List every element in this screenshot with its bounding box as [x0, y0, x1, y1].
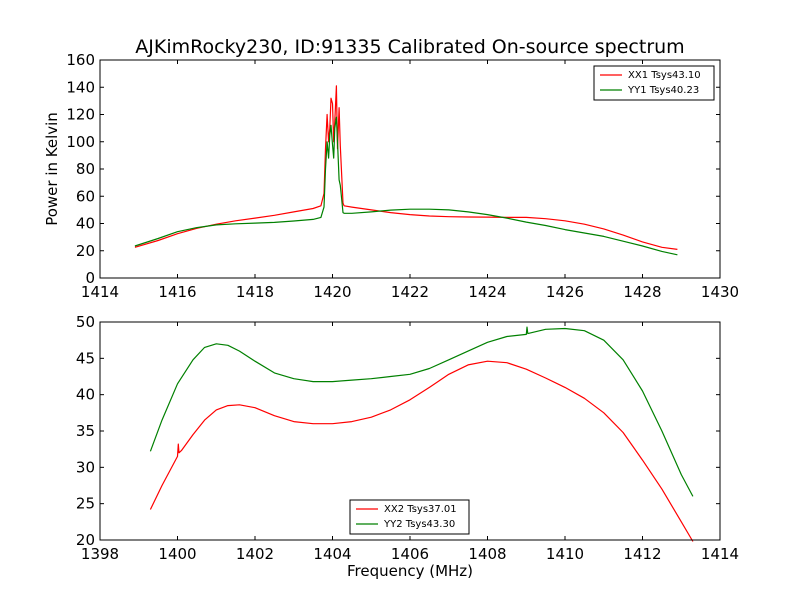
top-y-axis-label: Power in Kelvin — [43, 112, 61, 226]
top-chart: 1414 1416 1418 1420 1422 1424 1426 1428 1430 0 20… — [43, 51, 739, 301]
top-legend-label-yy1: YY1 Tsys40.23 — [627, 85, 699, 96]
bottom-x-axis-label: Frequency (MHz) — [347, 562, 473, 580]
bottom-y-tick-label: 25 — [76, 495, 95, 513]
bottom-y-tick-label: 35 — [76, 422, 95, 440]
bottom-chart: 1398 1400 1402 1404 1406 1408 1410 1412 1414 202… — [76, 313, 739, 580]
top-x-tick-label: 1426 — [546, 283, 584, 301]
bottom-series-line-xx2 — [149, 360, 694, 542]
top-y-tick-label: 80 — [76, 160, 95, 178]
top-y-tick-label: 100 — [66, 133, 95, 151]
bottom-x-tick-label: 1398 — [81, 545, 119, 563]
bottom-legend-label-yy2: YY2 Tsys43.30 — [383, 519, 455, 530]
top-x-ticks: 1414 1416 1418 1420 1422 1424 1426 1428 1430 — [81, 60, 739, 301]
bottom-x-tick-label: 1408 — [468, 545, 506, 563]
top-y-tick-label: 120 — [66, 106, 95, 124]
top-y-tick-label: 40 — [76, 215, 95, 233]
bottom-series-line-yy2 — [149, 326, 694, 497]
top-legend-label-xx1: XX1 Tsys43.10 — [628, 70, 701, 81]
top-x-tick-label: 1418 — [236, 283, 274, 301]
top-x-tick-label: 1414 — [81, 283, 119, 301]
bottom-legend: XX2 Tsys37.01 YY2 Tsys43.30 — [349, 499, 470, 535]
bottom-x-tick-label: 1410 — [546, 545, 584, 563]
top-y-tick-label: 20 — [76, 242, 95, 260]
bottom-x-tick-label: 1402 — [236, 545, 274, 563]
figure-title: AJKimRocky230, ID:91335 Calibrated On-so… — [135, 36, 684, 58]
bottom-x-tick-label: 1400 — [158, 545, 196, 563]
bottom-y-tick-label: 30 — [76, 458, 95, 476]
bottom-y-tick-label: 45 — [76, 349, 95, 367]
top-y-tick-label: 160 — [66, 51, 95, 69]
bottom-x-tick-label: 1406 — [391, 545, 429, 563]
top-series-layer — [134, 85, 678, 256]
bottom-legend-label-xx2: XX2 Tsys37.01 — [384, 504, 457, 515]
bottom-y-tick-label: 20 — [76, 531, 95, 549]
bottom-legend-box — [349, 499, 470, 535]
bottom-series-layer — [149, 326, 694, 542]
bottom-y-tick-label: 50 — [76, 313, 95, 331]
bottom-y-ticks: 20 25 30 35 40 45 50 — [76, 313, 720, 549]
top-x-tick-label: 1424 — [468, 283, 506, 301]
top-x-tick-label: 1422 — [391, 283, 429, 301]
top-x-tick-label: 1420 — [313, 283, 351, 301]
bottom-x-ticks: 1398 1400 1402 1404 1406 1408 1410 1412 1414 — [81, 322, 739, 563]
top-legend: XX1 Tsys43.10 YY1 Tsys40.23 — [593, 65, 715, 101]
bottom-y-tick-label: 40 — [76, 386, 95, 404]
bottom-x-tick-label: 1412 — [623, 545, 661, 563]
top-series-line-xx1 — [134, 85, 678, 250]
top-y-ticks: 0 20 40 60 80 100 120 140 160 — [66, 51, 720, 287]
top-series-line-yy1 — [134, 116, 678, 256]
top-x-tick-label: 1416 — [158, 283, 196, 301]
bottom-x-tick-label: 1404 — [313, 545, 351, 563]
bottom-x-tick-label: 1414 — [701, 545, 739, 563]
top-x-tick-label: 1428 — [623, 283, 661, 301]
top-y-tick-label: 60 — [76, 187, 95, 205]
top-y-tick-label: 0 — [85, 269, 95, 287]
top-y-tick-label: 140 — [66, 78, 95, 96]
top-legend-box — [593, 65, 715, 101]
top-x-tick-label: 1430 — [701, 283, 739, 301]
